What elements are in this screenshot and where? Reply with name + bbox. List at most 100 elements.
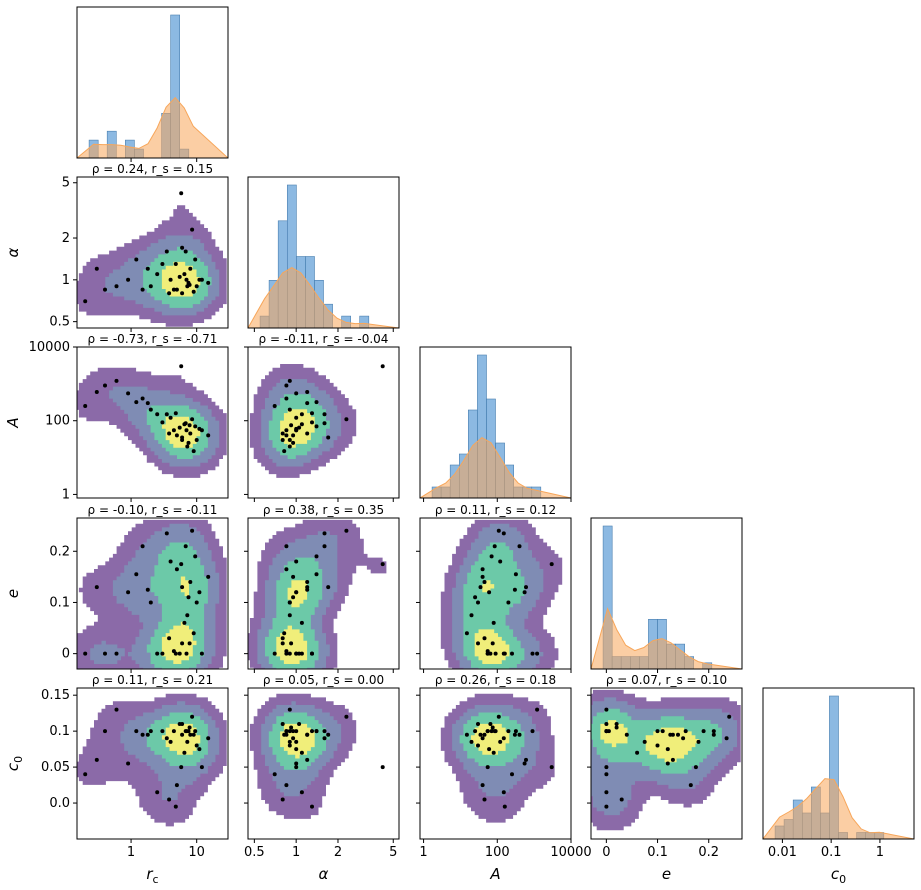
data-point (272, 772, 277, 777)
data-point (155, 412, 160, 417)
data-point (140, 732, 145, 737)
x-tick-label: 1 (292, 845, 300, 860)
data-point (187, 725, 192, 730)
data-point (604, 772, 609, 777)
panel-c0-vs-rc: 1 10 0.0 0.05 0.1 0.15 (41, 687, 229, 860)
data-point (635, 750, 640, 755)
data-point (496, 714, 501, 719)
data-point (513, 729, 518, 734)
data-point (188, 266, 193, 271)
y-tick-label: 0 (62, 647, 70, 662)
data-point (160, 262, 165, 266)
data-point (294, 761, 299, 766)
data-point (322, 531, 327, 536)
data-point (284, 383, 289, 388)
data-point (188, 732, 193, 737)
data-point (489, 729, 494, 734)
data-point (191, 289, 196, 294)
data-point (297, 722, 302, 726)
y-tick-label: 0.05 (41, 760, 70, 775)
data-point (670, 757, 675, 762)
data-point (197, 747, 202, 752)
data-point (305, 757, 310, 762)
data-point (193, 554, 198, 559)
data-point (114, 284, 119, 289)
data-point (280, 797, 285, 802)
data-point (194, 600, 199, 605)
data-point (287, 407, 292, 412)
data-point (489, 554, 494, 559)
data-point (322, 736, 327, 741)
data-point (501, 531, 506, 536)
x-tick-label: 10000 (550, 845, 591, 860)
data-point (180, 641, 185, 646)
hist-bar (170, 14, 181, 158)
data-point (464, 631, 469, 636)
y-axis-label-e: e (4, 589, 22, 598)
data-point (206, 574, 211, 579)
data-point (287, 651, 292, 656)
data-point (473, 595, 478, 600)
data-point (182, 750, 187, 755)
data-point (183, 544, 188, 549)
data-point (173, 411, 178, 416)
data-point (199, 765, 204, 770)
data-point (624, 732, 629, 737)
data-point (549, 562, 554, 567)
data-point (103, 651, 107, 656)
data-point (291, 440, 296, 445)
data-point (167, 431, 172, 436)
data-point (145, 401, 150, 406)
data-point (305, 401, 310, 406)
x-tick-label: 0 (602, 845, 610, 860)
data-point (284, 732, 289, 737)
data-point (314, 554, 319, 559)
data-point (614, 722, 619, 726)
data-point (491, 620, 496, 625)
diag-panel-e (590, 517, 743, 673)
data-point (502, 804, 507, 809)
data-point (177, 651, 182, 656)
data-point (510, 651, 514, 656)
data-point (322, 729, 327, 734)
data-point (291, 729, 296, 734)
data-point (487, 747, 492, 752)
data-point (103, 729, 107, 734)
panel-frame (590, 517, 743, 670)
data-point (604, 729, 609, 734)
data-point (114, 707, 119, 712)
data-point (282, 449, 287, 454)
data-point (190, 528, 195, 533)
panel-e-vs-A (416, 517, 572, 673)
data-point (167, 291, 172, 296)
data-point (134, 572, 139, 577)
data-point (294, 739, 299, 744)
data-point (186, 440, 191, 445)
data-point (299, 422, 304, 427)
data-point (289, 641, 294, 646)
data-point (530, 729, 535, 734)
data-point (517, 732, 522, 737)
data-point (681, 736, 686, 741)
panel-A-vs-rc: 1 100 10000 (29, 340, 229, 502)
data-point (167, 797, 172, 802)
data-point (502, 651, 507, 656)
data-point (688, 783, 693, 788)
data-point (206, 280, 211, 285)
y-axis-label-alpha: α (4, 247, 22, 257)
data-point (282, 631, 287, 636)
x-tick-label: 0.5 (244, 845, 265, 860)
contour-level-4 (600, 720, 700, 763)
data-point (148, 729, 153, 734)
data-point (126, 277, 131, 282)
data-point (140, 544, 145, 549)
y-tick-label: 10000 (29, 340, 70, 355)
data-point (380, 765, 385, 770)
data-point (287, 600, 292, 605)
data-point (478, 585, 483, 590)
data-point (696, 739, 701, 744)
data-point (174, 783, 179, 788)
contour-level-4 (471, 723, 510, 755)
data-point (299, 412, 304, 417)
data-point (490, 641, 495, 646)
